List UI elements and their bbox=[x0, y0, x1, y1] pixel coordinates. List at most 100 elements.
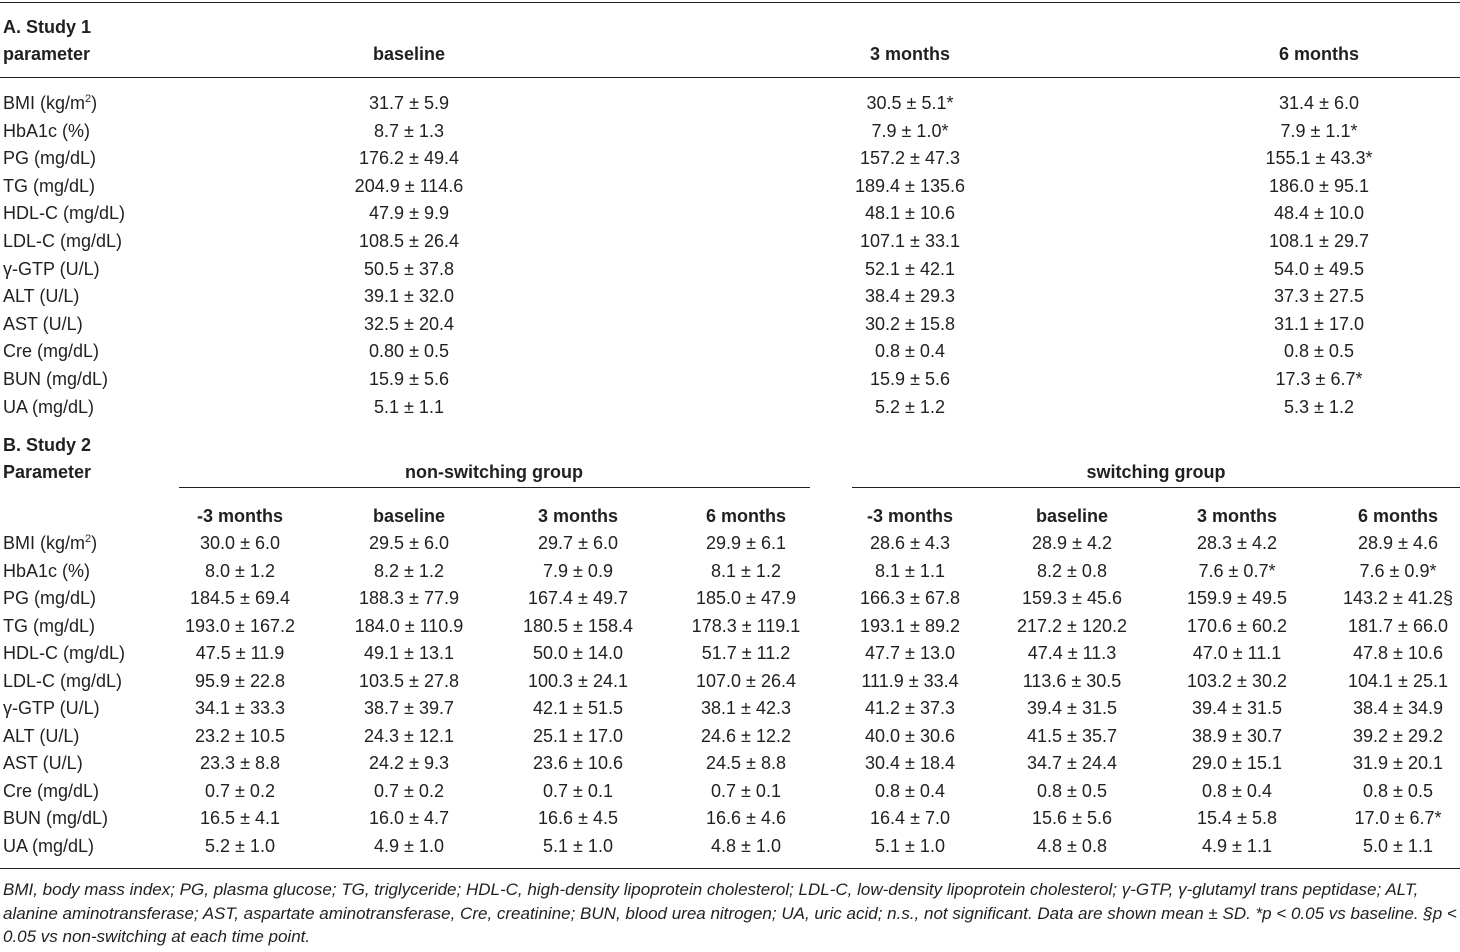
value-cell: 25.1 ± 17.0 bbox=[533, 725, 623, 746]
row-parameter: UA (mg/dL) bbox=[3, 396, 95, 417]
value-cell: 180.5 ± 158.4 bbox=[523, 615, 633, 636]
value-cell: 193.1 ± 89.2 bbox=[860, 615, 960, 636]
value-cell: 39.4 ± 31.5 bbox=[1027, 698, 1117, 718]
value-cell: 186.0 ± 95.1 bbox=[1269, 175, 1369, 196]
column-header: 6 months bbox=[1357, 506, 1439, 526]
value-cell: 23.3 ± 8.8 bbox=[200, 753, 280, 773]
value-cell: 31.4 ± 6.0 bbox=[1279, 93, 1359, 113]
value-cell: 32.5 ± 20.4 bbox=[364, 313, 454, 334]
value-cell: 28.6 ± 4.3 bbox=[870, 533, 950, 553]
value-cell: 159.3 ± 45.6 bbox=[1022, 588, 1122, 608]
study1-title: A. Study 1 bbox=[3, 17, 92, 37]
bottom-rule bbox=[0, 868, 1460, 869]
value-cell: 5.3 ± 1.2 bbox=[1284, 396, 1354, 417]
value-cell: 28.9 ± 4.6 bbox=[1358, 533, 1438, 553]
value-cell: 24.3 ± 12.1 bbox=[364, 725, 454, 746]
value-cell: 17.0 ± 6.7* bbox=[1354, 808, 1442, 828]
value-cell: 31.7 ± 5.9 bbox=[369, 93, 449, 113]
value-cell: 8.7 ± 1.3 bbox=[374, 120, 444, 141]
column-header: 3 months bbox=[1196, 506, 1278, 526]
value-cell: 189.4 ± 135.6 bbox=[855, 175, 965, 196]
value-cell: 24.6 ± 12.2 bbox=[701, 725, 791, 746]
row-parameter: BMI (kg/m2) bbox=[3, 93, 98, 113]
value-cell: 5.1 ± 1.0 bbox=[543, 835, 613, 856]
value-cell: 38.9 ± 30.7 bbox=[1192, 725, 1282, 746]
value-cell: 38.4 ± 34.9 bbox=[1353, 698, 1443, 718]
value-cell: 50.5 ± 37.8 bbox=[364, 258, 454, 279]
value-cell: 15.9 ± 5.6 bbox=[870, 369, 950, 389]
study1-col-3months: 3 months bbox=[869, 44, 951, 64]
value-cell: 48.1 ± 10.6 bbox=[865, 203, 955, 224]
row-parameter: HbA1c (%) bbox=[3, 560, 91, 581]
value-cell: 0.7 ± 0.1 bbox=[711, 780, 781, 801]
value-cell: 111.9 ± 33.4 bbox=[861, 670, 959, 691]
column-header: 3 months bbox=[537, 506, 619, 526]
study1-param-header: parameter bbox=[3, 44, 91, 64]
row-parameter: TG (mg/dL) bbox=[3, 175, 96, 196]
value-cell: 7.6 ± 0.7* bbox=[1198, 560, 1276, 581]
value-cell: 184.0 ± 110.9 bbox=[354, 615, 464, 636]
value-cell: 16.4 ± 7.0 bbox=[870, 808, 950, 828]
value-cell: 16.6 ± 4.5 bbox=[538, 808, 618, 828]
value-cell: 0.7 ± 0.2 bbox=[205, 780, 275, 801]
row-parameter: LDL-C (mg/dL) bbox=[3, 670, 123, 691]
value-cell: 0.7 ± 0.1 bbox=[543, 780, 613, 801]
footnote: BMI, body mass index; PG, plasma glucose… bbox=[3, 880, 1457, 946]
value-cell: 34.7 ± 24.4 bbox=[1027, 753, 1117, 773]
row-parameter: TG (mg/dL) bbox=[3, 615, 96, 636]
value-cell: 5.2 ± 1.0 bbox=[205, 835, 275, 856]
study1-col-baseline: baseline bbox=[372, 44, 446, 64]
value-cell: 103.5 ± 27.8 bbox=[359, 670, 459, 691]
value-cell: 178.3 ± 119.1 bbox=[691, 615, 801, 636]
row-parameter: Cre (mg/dL) bbox=[3, 341, 100, 362]
value-cell: 29.5 ± 6.0 bbox=[369, 533, 449, 553]
study2-param-header: Parameter bbox=[3, 462, 92, 482]
value-cell: 108.5 ± 26.4 bbox=[359, 231, 459, 251]
value-cell: 24.2 ± 9.3 bbox=[369, 753, 449, 773]
value-cell: 16.6 ± 4.6 bbox=[706, 808, 786, 828]
value-cell: 95.9 ± 22.8 bbox=[195, 670, 285, 691]
column-header: baseline bbox=[1035, 506, 1109, 526]
study2-group-switching: switching group bbox=[1086, 462, 1226, 482]
value-cell: 17.3 ± 6.7* bbox=[1275, 369, 1363, 389]
column-header: -3 months bbox=[196, 506, 284, 526]
value-cell: 23.6 ± 10.6 bbox=[533, 753, 623, 773]
value-cell: 204.9 ± 114.6 bbox=[354, 175, 464, 196]
value-cell: 50.0 ± 14.0 bbox=[533, 643, 623, 663]
row-parameter: HbA1c (%) bbox=[3, 120, 91, 141]
study1-header-rule bbox=[0, 77, 1460, 78]
value-cell: 30.2 ± 15.8 bbox=[865, 313, 955, 334]
value-cell: 8.1 ± 1.2 bbox=[711, 560, 781, 581]
value-cell: 16.0 ± 4.7 bbox=[369, 808, 449, 828]
value-cell: 38.7 ± 39.7 bbox=[364, 698, 454, 718]
value-cell: 15.9 ± 5.6 bbox=[369, 369, 449, 389]
value-cell: 41.5 ± 35.7 bbox=[1027, 725, 1117, 746]
value-cell: 29.9 ± 6.1 bbox=[706, 533, 786, 553]
value-cell: 4.9 ± 1.1 bbox=[1202, 835, 1272, 856]
value-cell: 0.80 ± 0.5 bbox=[369, 341, 449, 362]
value-cell: 193.0 ± 167.2 bbox=[185, 615, 295, 636]
value-cell: 15.6 ± 5.6 bbox=[1032, 808, 1112, 828]
value-cell: 34.1 ± 33.3 bbox=[195, 698, 285, 718]
value-cell: 107.1 ± 33.1 bbox=[860, 231, 960, 251]
value-cell: 52.1 ± 42.1 bbox=[865, 258, 955, 279]
value-cell: 37.3 ± 27.5 bbox=[1274, 286, 1364, 307]
value-cell: 39.4 ± 31.5 bbox=[1192, 698, 1282, 718]
row-parameter: HDL-C (mg/dL) bbox=[3, 203, 126, 224]
row-parameter: PG (mg/dL) bbox=[3, 588, 97, 608]
row-parameter: Cre (mg/dL) bbox=[3, 780, 100, 801]
study2-group-non-switching: non-switching group bbox=[405, 462, 583, 482]
row-parameter: AST (U/L) bbox=[3, 753, 83, 773]
value-cell: 4.9 ± 1.0 bbox=[374, 835, 444, 856]
value-cell: 30.5 ± 5.1* bbox=[866, 93, 954, 113]
value-cell: 104.1 ± 25.1 bbox=[1348, 670, 1448, 691]
value-cell: 188.3 ± 77.9 bbox=[359, 588, 459, 608]
value-cell: 0.8 ± 0.5 bbox=[1363, 780, 1433, 801]
value-cell: 113.6 ± 30.5 bbox=[1022, 670, 1122, 691]
column-header: baseline bbox=[372, 506, 446, 526]
value-cell: 100.3 ± 24.1 bbox=[528, 670, 628, 691]
value-cell: 170.6 ± 60.2 bbox=[1187, 615, 1287, 636]
value-cell: 49.1 ± 13.1 bbox=[364, 643, 454, 663]
value-cell: 38.1 ± 42.3 bbox=[701, 698, 791, 718]
value-cell: 39.1 ± 32.0 bbox=[364, 286, 454, 307]
